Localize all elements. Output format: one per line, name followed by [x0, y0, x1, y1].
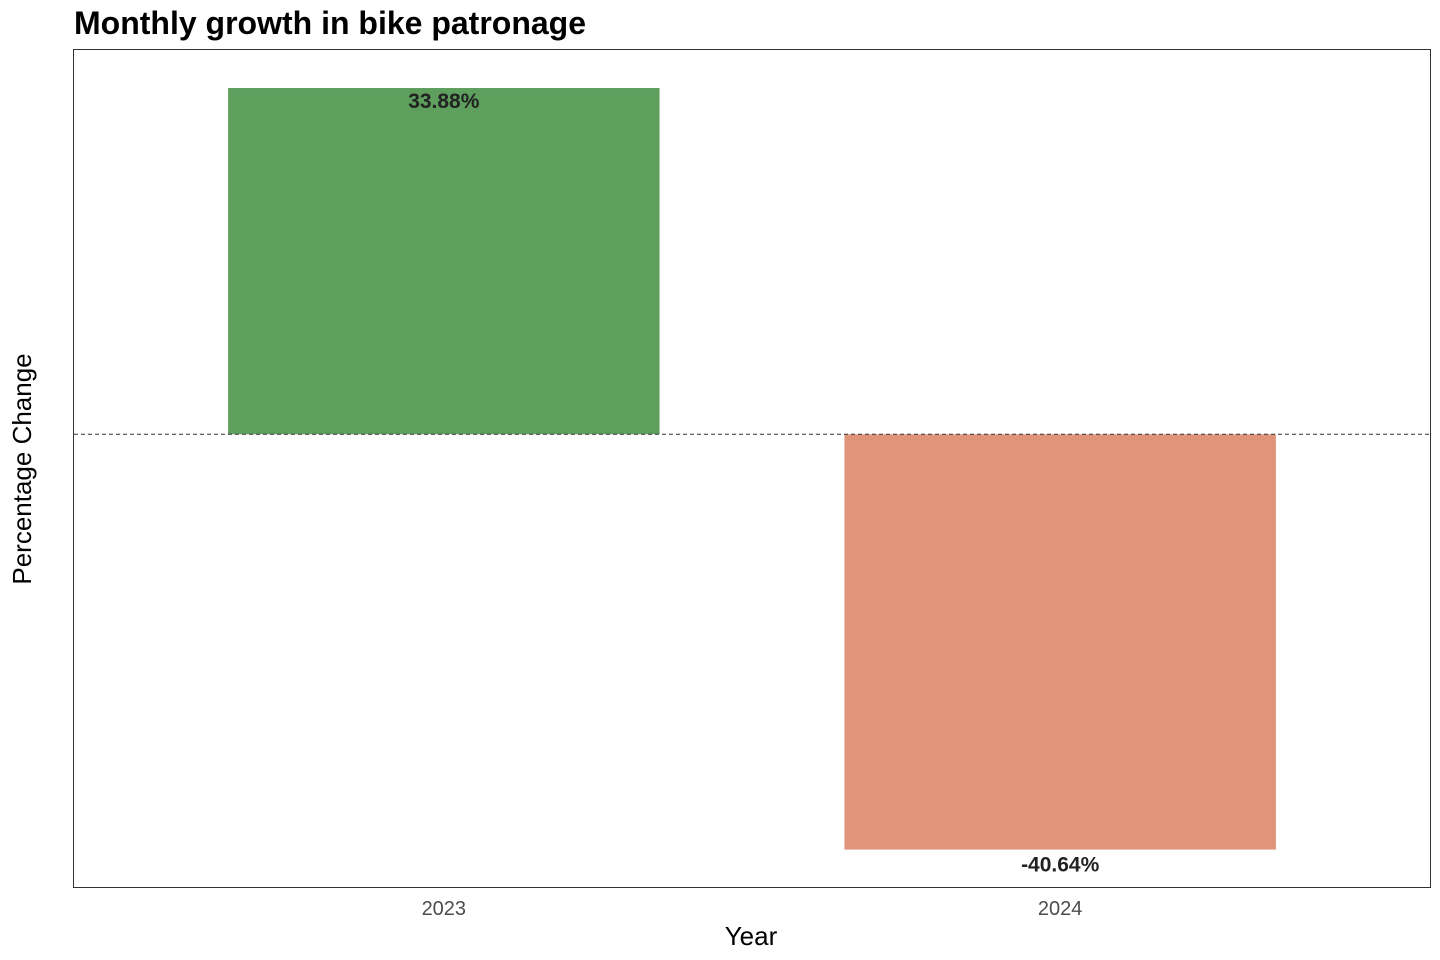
y-axis-title: Percentage Change	[7, 353, 37, 584]
chart-title: Monthly growth in bike patronage	[74, 5, 586, 41]
x-tick-label-2023: 2023	[422, 898, 467, 920]
bar-2024	[844, 434, 1276, 850]
plot-panel-border	[73, 49, 1431, 888]
bar-2023	[228, 88, 660, 435]
x-tick-label-2024: 2024	[1038, 898, 1083, 920]
data-label-2023: 33.88%	[408, 90, 480, 113]
bars-layer	[228, 88, 1276, 850]
data-labels-layer: 33.88% -40.64%	[408, 90, 1099, 877]
x-axis-title: Year	[725, 921, 778, 951]
x-tick-labels-layer: 2023 2024	[422, 898, 1083, 920]
data-label-2024: -40.64%	[1021, 854, 1100, 877]
